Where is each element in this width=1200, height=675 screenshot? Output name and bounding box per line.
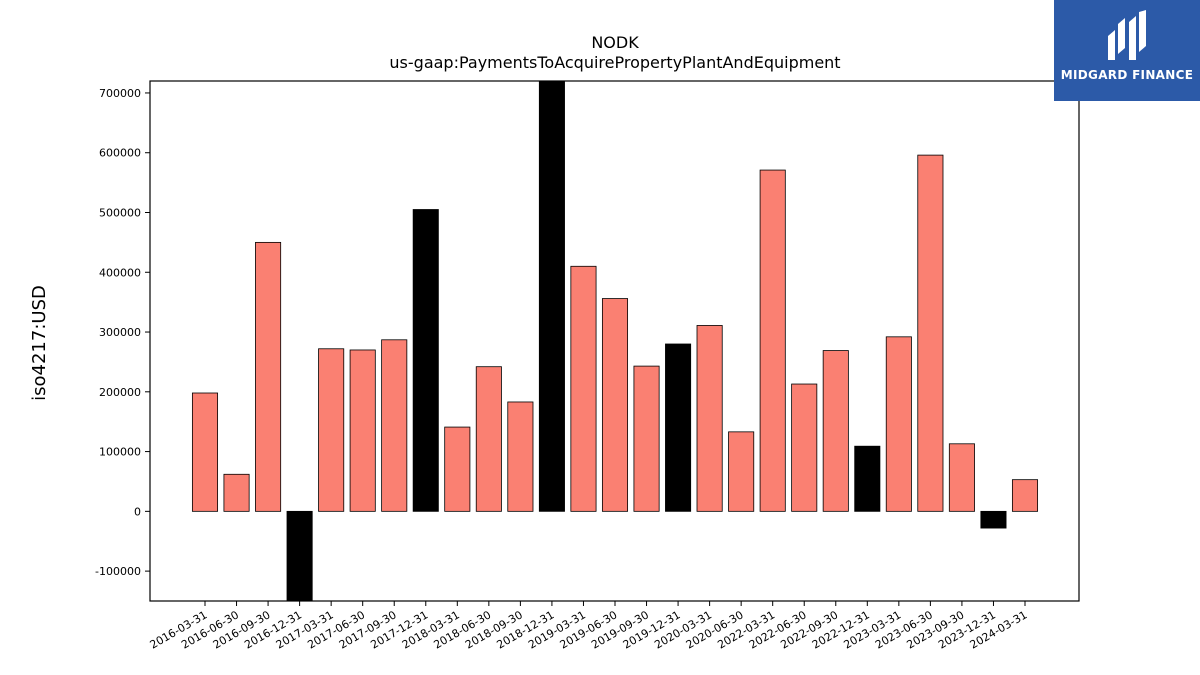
bar-2018-03-31: [444, 426, 471, 512]
y-axis-ticks: -100000 0 100000 200000 300000 400000 500000 60…: [95, 87, 150, 578]
bar-2018-12-31: [538, 80, 565, 512]
x-axis-ticks: 2016-03-312016-06-302016-09-302016-12-31…: [148, 601, 1030, 652]
y-tick-label: 200000: [99, 386, 141, 399]
bar-2018-06-30: [475, 366, 502, 512]
bar-2019-03-31: [570, 265, 597, 512]
y-axis-label: iso4217:USD: [29, 285, 50, 401]
y-tick-label: 100000: [99, 446, 141, 459]
bar-2020-03-31: [696, 325, 723, 512]
plot-frame: [149, 80, 1080, 602]
bar-2023-09-30: [948, 443, 975, 512]
bar-2019-06-30: [601, 298, 629, 512]
bar-2017-12-31: [412, 209, 439, 512]
bar-2019-09-30: [633, 365, 660, 512]
bar-2016-12-31: [286, 510, 313, 602]
y-tick-label: 500000: [99, 206, 141, 219]
bar-2024-03-31: [1011, 479, 1039, 512]
bar-2023-03-31: [885, 336, 912, 512]
bar-2022-03-31: [759, 169, 786, 512]
bar-2018-09-30: [507, 401, 534, 512]
bar-2023-06-30: [917, 154, 944, 512]
y-tick-label: 400000: [99, 266, 141, 279]
bar-2016-09-30: [255, 241, 282, 512]
brand-logo: MIDGARD FINANCE: [1054, 0, 1200, 101]
brand-name: MIDGARD FINANCE: [1060, 68, 1194, 82]
bar-2016-03-31: [191, 392, 219, 512]
y-tick-label: 600000: [99, 147, 141, 160]
chart-subtitle: us-gaap:PaymentsToAcquirePropertyPlantAn…: [389, 53, 840, 72]
y-tick-label: 700000: [99, 87, 141, 100]
y-tick-label: 300000: [99, 326, 141, 339]
bar-2019-12-31: [665, 343, 692, 512]
bar-2022-06-30: [791, 383, 818, 512]
bar-2017-09-30: [381, 339, 408, 512]
bar-2020-06-30: [728, 431, 755, 512]
bar-2017-06-30: [349, 349, 376, 512]
chart-title: NODK: [591, 33, 639, 52]
bar-2023-12-31: [980, 510, 1007, 529]
bar-2017-03-31: [318, 348, 345, 512]
logo-mark-icon: [1108, 10, 1146, 60]
bar-2016-06-30: [223, 473, 250, 512]
y-tick-label: -100000: [95, 565, 141, 578]
y-tick-label: 0: [134, 505, 141, 518]
bar-2022-09-30: [822, 350, 849, 512]
bar-2022-12-31: [854, 445, 881, 512]
bars-group: [191, 80, 1039, 602]
